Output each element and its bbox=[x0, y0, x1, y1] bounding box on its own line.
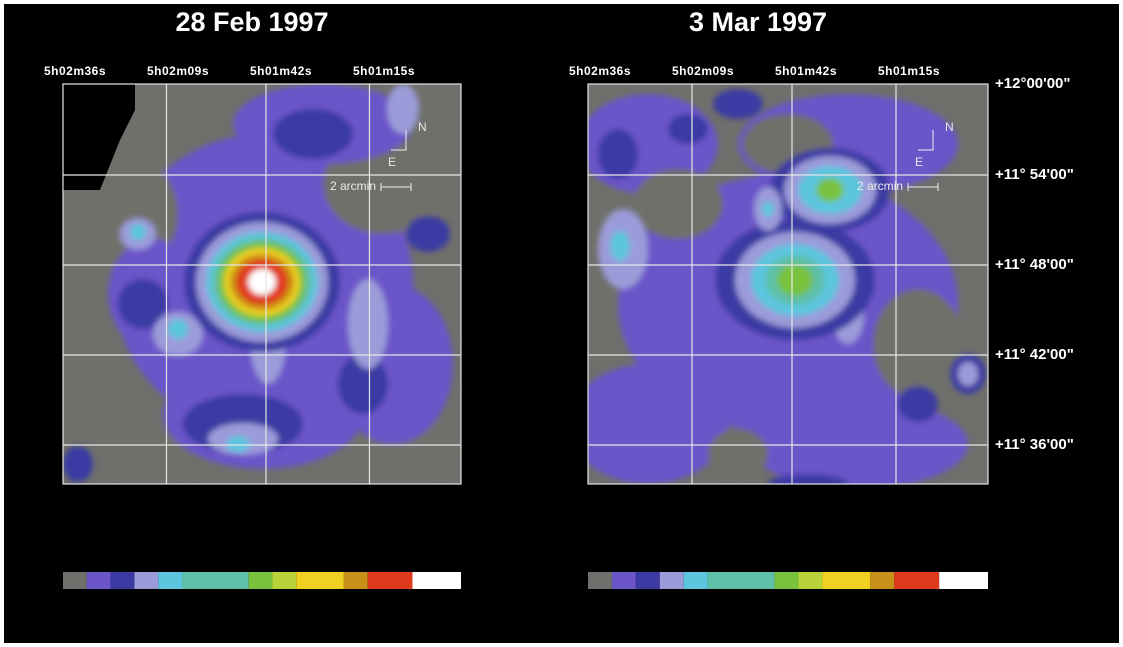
emission-contour bbox=[248, 269, 276, 295]
map-frame bbox=[62, 83, 462, 485]
panel-title: 28 Feb 1997 bbox=[175, 7, 328, 37]
emission-contour bbox=[762, 201, 774, 217]
colorbar-segment bbox=[611, 572, 636, 589]
image-layer bbox=[62, 83, 989, 485]
ra-label: 5h01m42s bbox=[250, 64, 312, 78]
compass-east: E bbox=[915, 155, 923, 169]
dec-label: +12°00'00" bbox=[995, 75, 1071, 92]
dec-label: +11° 42'00" bbox=[995, 346, 1074, 363]
emission-map bbox=[588, 89, 986, 484]
emission-contour bbox=[713, 89, 763, 119]
colorbar-segment bbox=[412, 572, 461, 589]
emission-contour bbox=[816, 178, 844, 202]
emission-contour bbox=[668, 114, 708, 144]
colorbar-segment bbox=[86, 572, 111, 589]
emission-contour bbox=[873, 289, 963, 399]
emission-contour bbox=[598, 129, 638, 179]
colorbar-segment bbox=[894, 572, 940, 589]
compass bbox=[918, 130, 934, 151]
emission-contour bbox=[118, 279, 168, 329]
colorbar-segment bbox=[343, 572, 368, 589]
ra-label: 5h02m09s bbox=[672, 64, 734, 78]
panel-title: 3 Mar 1997 bbox=[689, 7, 827, 37]
dec-label: +11° 36'00" bbox=[995, 436, 1074, 453]
colorbar-segment bbox=[296, 572, 344, 589]
colorbar-segment bbox=[182, 572, 249, 589]
emission-map bbox=[63, 84, 453, 484]
ra-label: 5h02m36s bbox=[569, 64, 631, 78]
colorbar-segment bbox=[63, 572, 87, 589]
masked-region bbox=[63, 84, 135, 190]
emission-contour bbox=[130, 224, 146, 240]
dec-label: +11° 54'00" bbox=[995, 166, 1074, 183]
emission-contour bbox=[63, 446, 93, 482]
emission-contour bbox=[348, 279, 388, 369]
colorbar-segment bbox=[134, 572, 159, 589]
colorbar-segment bbox=[870, 572, 895, 589]
scale-label: 2 arcmin bbox=[857, 179, 903, 193]
emission-contour bbox=[777, 264, 813, 296]
colorbar-segment bbox=[707, 572, 775, 589]
scale-bar bbox=[907, 183, 939, 191]
colorbar-segment bbox=[939, 572, 988, 589]
ra-label: 5h02m36s bbox=[44, 64, 106, 78]
map-frame bbox=[587, 83, 989, 485]
emission-contour bbox=[338, 354, 388, 414]
compass-north: N bbox=[418, 120, 427, 134]
dec-label: +11° 48'00" bbox=[995, 256, 1074, 273]
emission-contour bbox=[168, 319, 188, 339]
emission-contour bbox=[958, 362, 978, 386]
colorbar-segment bbox=[367, 572, 413, 589]
emission-contour bbox=[273, 109, 353, 159]
colorbar-segment bbox=[659, 572, 684, 589]
emission-contour bbox=[387, 84, 419, 134]
emission-contour bbox=[610, 231, 630, 261]
colorbar-segment bbox=[248, 572, 273, 589]
colorbar-segment bbox=[822, 572, 871, 589]
compass-north: N bbox=[945, 120, 954, 134]
ra-label: 5h02m09s bbox=[147, 64, 209, 78]
colorbar-segment bbox=[110, 572, 135, 589]
colorbar-segment bbox=[272, 572, 297, 589]
colorbar-segment bbox=[774, 572, 799, 589]
emission-contour bbox=[406, 216, 450, 252]
emission-contour bbox=[588, 364, 728, 484]
colorbar-segment bbox=[798, 572, 823, 589]
emission-contour bbox=[113, 434, 193, 484]
compass-east: E bbox=[388, 155, 396, 169]
emission-contour bbox=[768, 474, 848, 484]
emission-contour bbox=[226, 436, 250, 452]
ra-label: 5h01m15s bbox=[353, 64, 415, 78]
colorbar-segment bbox=[635, 572, 660, 589]
colorbar-segment bbox=[683, 572, 708, 589]
scale-label: 2 arcmin bbox=[330, 179, 376, 193]
compass bbox=[391, 130, 407, 151]
colorbar-segment bbox=[158, 572, 183, 589]
scale-bar bbox=[380, 183, 412, 191]
ra-label: 5h01m42s bbox=[775, 64, 837, 78]
ra-label: 5h01m15s bbox=[878, 64, 940, 78]
emission-contour bbox=[633, 169, 723, 239]
colorbar-segment bbox=[588, 572, 612, 589]
emission-contour bbox=[898, 386, 938, 422]
emission-contour bbox=[708, 429, 768, 479]
